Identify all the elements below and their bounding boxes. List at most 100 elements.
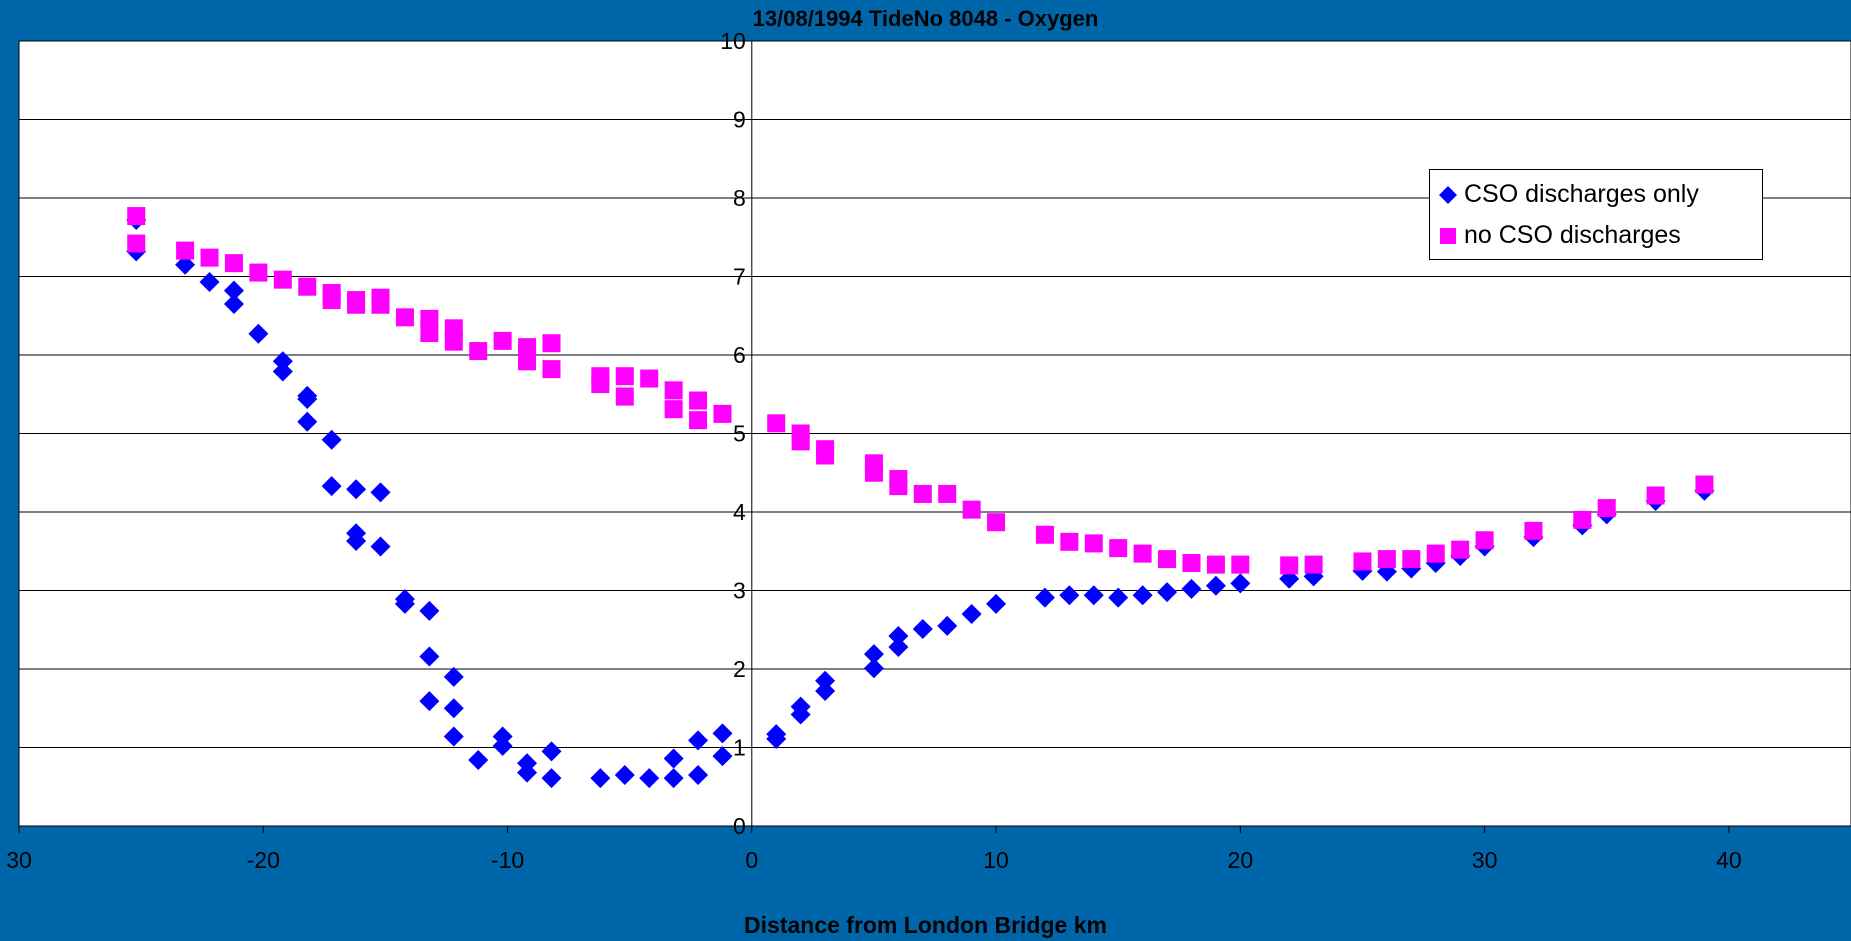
data-point-square	[1084, 534, 1103, 553]
data-point-diamond	[1132, 585, 1153, 606]
data-point-square	[664, 400, 683, 419]
data-point-square	[249, 263, 268, 282]
data-point-square	[1426, 544, 1445, 563]
data-point-square	[1182, 554, 1201, 573]
data-point-diamond	[1108, 587, 1129, 608]
data-point-square	[791, 432, 810, 451]
data-point-square	[518, 352, 537, 371]
data-point-diamond	[370, 482, 391, 503]
data-point-diamond	[443, 666, 464, 687]
series-layer	[126, 207, 1715, 789]
y-tick-label: 10	[720, 28, 746, 54]
y-tick-label: 6	[733, 342, 746, 368]
data-point-diamond	[297, 411, 318, 432]
data-point-square	[889, 477, 908, 496]
legend-label: CSO discharges only	[1464, 180, 1699, 208]
data-point-square	[1035, 525, 1054, 544]
data-point-square	[371, 295, 390, 314]
data-point-square	[987, 513, 1006, 532]
data-point-diamond	[1205, 575, 1226, 596]
data-point-diamond	[443, 726, 464, 747]
data-point-diamond	[986, 593, 1007, 614]
y-tick-label: 0	[733, 813, 746, 839]
x-tick-label: 30	[6, 847, 32, 873]
data-point-square	[1206, 555, 1225, 574]
data-point-diamond	[1230, 573, 1251, 594]
data-point-square	[518, 338, 537, 357]
data-point-diamond	[663, 768, 684, 789]
y-tick-label: 1	[733, 735, 746, 761]
data-point-square	[200, 248, 219, 267]
data-point-square	[127, 234, 146, 253]
data-point-diamond	[961, 604, 982, 625]
data-point-square	[689, 411, 708, 430]
y-tick-label: 7	[733, 264, 746, 290]
data-point-square	[1231, 555, 1250, 574]
data-point-diamond	[815, 670, 836, 691]
data-point-square	[127, 207, 146, 226]
data-point-diamond	[1181, 578, 1202, 599]
data-point-square	[615, 367, 634, 386]
diamond-marker-icon	[1439, 185, 1457, 204]
data-point-square	[1280, 556, 1299, 575]
data-point-square	[1377, 550, 1396, 569]
data-point-square	[1304, 555, 1323, 574]
legend-item-no-cso: no CSO discharges	[1438, 221, 1681, 250]
gridlines	[19, 40, 1851, 748]
data-point-square	[1475, 531, 1494, 550]
x-tick-label: -20	[247, 847, 280, 873]
data-point-square	[420, 309, 439, 328]
data-point-diamond	[492, 735, 513, 756]
data-point-diamond	[517, 762, 538, 783]
data-point-diamond	[663, 748, 684, 769]
data-point-square	[1060, 532, 1079, 551]
data-point-diamond	[863, 658, 884, 679]
data-point-diamond	[888, 637, 909, 658]
data-point-square	[640, 369, 659, 388]
data-point-square	[176, 241, 195, 260]
data-point-diamond	[370, 536, 391, 557]
data-point-square	[542, 360, 561, 379]
y-tick-label: 4	[733, 499, 746, 525]
tick-labels: 0 1 2 3 4 5 6 7 8 9 10 30 -20 -10 0 10 20 30 40	[6, 28, 1741, 873]
data-point-diamond	[272, 361, 293, 382]
data-point-diamond	[766, 728, 787, 749]
data-point-diamond	[346, 479, 367, 500]
data-point-square	[1597, 499, 1616, 518]
data-point-diamond	[541, 768, 562, 789]
data-point-diamond	[790, 704, 811, 725]
data-point-diamond	[272, 351, 293, 372]
data-point-diamond	[815, 680, 836, 701]
data-point-diamond	[321, 476, 342, 497]
data-point-square	[1158, 550, 1177, 569]
data-point-square	[1524, 521, 1543, 540]
data-point-diamond	[1059, 585, 1080, 606]
data-point-diamond	[688, 730, 709, 751]
series-no-cso-discharges	[127, 207, 1714, 575]
x-tick-label: 40	[1716, 847, 1742, 873]
x-tick-label: 0	[745, 847, 758, 873]
data-point-square	[1646, 486, 1665, 505]
legend: CSO discharges only no CSO discharges	[1429, 169, 1763, 260]
y-tick-label: 8	[733, 185, 746, 211]
data-point-diamond	[419, 600, 440, 621]
data-point-diamond	[888, 626, 909, 647]
data-point-square	[938, 484, 957, 503]
data-point-square	[1133, 544, 1152, 563]
data-point-square	[322, 291, 341, 310]
data-point-diamond	[419, 646, 440, 667]
data-point-square	[1695, 475, 1714, 494]
y-tick-label: 5	[733, 421, 746, 447]
data-point-diamond	[175, 254, 196, 275]
data-point-square	[420, 324, 439, 343]
data-point-diamond	[321, 429, 342, 450]
data-point-diamond	[223, 280, 244, 301]
data-point-square	[864, 463, 883, 482]
data-point-diamond	[419, 691, 440, 712]
data-point-diamond	[912, 618, 933, 639]
data-point-diamond	[248, 323, 269, 344]
x-axis-title: Distance from London Bridge km	[744, 912, 1107, 938]
data-point-diamond	[297, 388, 318, 409]
x-tick-label: 20	[1228, 847, 1254, 873]
